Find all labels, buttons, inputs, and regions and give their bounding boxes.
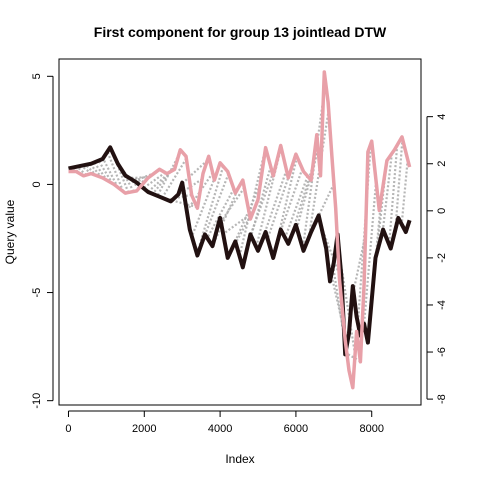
y2-tick-label: 4 <box>436 114 448 120</box>
y2-tick-label: 0 <box>436 208 448 214</box>
x-tick-label: 6000 <box>284 423 308 435</box>
warp-line <box>102 157 119 188</box>
warp-line <box>181 159 209 185</box>
warp-line <box>344 351 361 363</box>
plot-frame <box>58 58 422 406</box>
warp-line <box>142 171 166 189</box>
warp-line <box>375 162 388 255</box>
y-tick-label: 0 <box>31 181 43 187</box>
warp-line <box>319 225 341 275</box>
y2-tick-label: -4 <box>436 300 448 310</box>
y2-tick-label: -6 <box>436 347 448 357</box>
chart-title: First component for group 13 jointlead D… <box>94 24 387 40</box>
warp-line <box>97 160 114 185</box>
series-lines <box>68 70 412 390</box>
y-tick-label: -5 <box>31 288 43 298</box>
warp-line <box>211 186 241 247</box>
x-axis: 0 2000 4000 6000 8000 <box>65 410 384 435</box>
warp-line <box>201 173 230 243</box>
warp-line <box>284 175 309 239</box>
y-tick-label: -10 <box>31 393 43 409</box>
x-tick-label: 4000 <box>208 423 232 435</box>
warp-line <box>350 234 367 301</box>
warp-line <box>394 138 404 230</box>
warp-line <box>89 163 103 179</box>
warp-line <box>106 151 125 192</box>
warp-line <box>400 159 409 225</box>
warp-line <box>176 178 203 197</box>
x-tick-label: 8000 <box>359 423 383 435</box>
x-tick-label: 0 <box>65 423 71 435</box>
y2-tick-label: -8 <box>436 394 448 404</box>
warp-line <box>388 145 399 245</box>
y-axis-label: Query value <box>3 199 17 264</box>
warp-line <box>206 188 235 239</box>
y2-tick-label: 2 <box>436 161 448 167</box>
query-series-line <box>68 70 412 390</box>
warp-line <box>84 164 98 177</box>
x-axis-label: Index <box>225 452 254 466</box>
warp-line <box>232 184 262 245</box>
x-tick-label: 2000 <box>132 423 156 435</box>
warp-line <box>260 169 288 242</box>
reference-series-line <box>68 145 412 357</box>
y-axis-left: -10 -5 0 5 <box>31 73 54 409</box>
y-tick-label: 5 <box>31 73 43 79</box>
warp-line <box>381 153 393 231</box>
y2-tick-label: -2 <box>436 253 448 263</box>
y-axis-right: -8 -6 -4 -2 0 2 4 <box>426 114 448 404</box>
